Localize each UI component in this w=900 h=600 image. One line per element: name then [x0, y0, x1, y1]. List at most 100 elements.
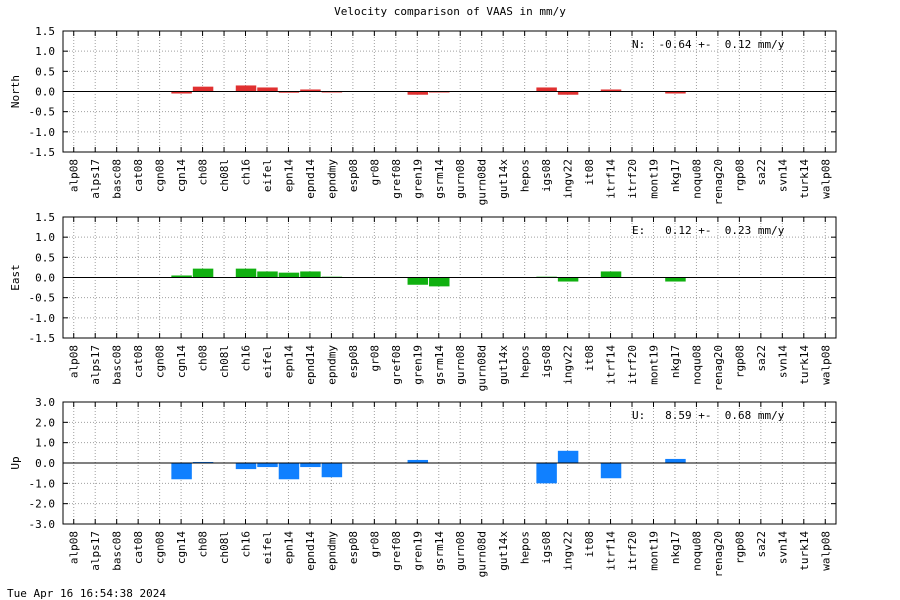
bar-ch08 [192, 268, 214, 278]
y-tick-label: 1.0 [35, 231, 55, 244]
bar-epn14 [278, 463, 300, 480]
x-tick-label: ch08 [197, 345, 210, 372]
x-tick-label: ch16 [240, 159, 253, 186]
x-tick-label: gurn08 [454, 345, 467, 385]
x-tick-label: ingv22 [562, 531, 575, 571]
bar-gren19 [407, 277, 429, 285]
x-tick-label: cgn08 [154, 159, 167, 192]
x-tick-label: gr08 [368, 531, 381, 558]
x-tick-label: itrf14 [605, 531, 618, 571]
x-tick-label: ch16 [240, 345, 253, 372]
bar-nkg17 [665, 458, 686, 463]
x-tick-label: eifel [261, 531, 274, 564]
x-tick-label: renag20 [712, 159, 725, 205]
x-tick-label: igs08 [540, 345, 553, 378]
x-tick-label: mont19 [647, 531, 660, 571]
x-tick-label: sa22 [755, 345, 768, 372]
bar-nkg17 [665, 91, 686, 94]
x-tick-label: gsrm14 [433, 159, 446, 199]
x-tick-label: rgp08 [733, 531, 746, 564]
y-tick-label: 0.5 [35, 65, 55, 78]
bar-eifel [257, 463, 278, 468]
x-tick-label: gurn08d [476, 531, 489, 577]
x-tick-label: gren19 [411, 531, 424, 571]
x-tick-label: walp08 [819, 159, 832, 199]
x-tick-label: gurn08d [476, 159, 489, 205]
x-tick-label: gren19 [411, 159, 424, 199]
x-tick-label: gurn08d [476, 345, 489, 391]
x-tick-label: epndmy [325, 531, 338, 571]
x-tick-label: esp08 [347, 531, 360, 564]
x-tick-label: gsrm14 [433, 345, 446, 385]
y-tick-label: 1.5 [35, 211, 55, 224]
x-tick-label: sa22 [755, 159, 768, 186]
bar-gsrm14 [429, 277, 450, 287]
x-tick-label: svn14 [776, 531, 789, 564]
y-tick-label: 2.0 [35, 416, 55, 429]
x-tick-label: esp08 [347, 159, 360, 192]
x-tick-label: nkg17 [669, 345, 682, 378]
x-tick-label: gurn08 [454, 159, 467, 199]
x-tick-label: hepos [519, 531, 532, 564]
x-tick-label: gsrm14 [433, 531, 446, 571]
x-tick-label: itrf14 [605, 159, 618, 199]
x-tick-label: cgn08 [154, 531, 167, 564]
x-tick-label: rgp08 [733, 345, 746, 378]
bar-nkg17 [665, 277, 686, 282]
x-tick-label: igs08 [540, 159, 553, 192]
bar-itrf14 [600, 463, 622, 479]
x-tick-label: mont19 [647, 345, 660, 385]
bar-ch08 [192, 86, 214, 92]
x-tick-label: eifel [261, 159, 274, 192]
bar-epnd14 [300, 89, 321, 92]
chart-panel-up: 3.0 2.0 1.0 0.0 -1.0 -2.0 -3.0 U: 8.59 +- 0.68 … [9, 396, 837, 577]
x-tick-label: it08 [583, 531, 596, 558]
bar-ch08 [192, 461, 214, 463]
x-tick-label: cat08 [132, 531, 145, 564]
stats-annotation: E: 0.12 +- 0.23 mm/y [632, 224, 785, 237]
x-tick-label: alps17 [89, 159, 102, 199]
x-tick-label: alp08 [68, 159, 81, 192]
x-tick-label: basc08 [111, 531, 124, 571]
x-tick-label: sa22 [755, 531, 768, 558]
bar-itrf14 [600, 89, 622, 92]
bar-ingv22 [557, 450, 579, 463]
x-tick-label: turk14 [798, 345, 811, 385]
y-tick-label: 3.0 [35, 396, 55, 409]
x-tick-label: basc08 [111, 345, 124, 385]
x-tick-label: itrf14 [605, 345, 618, 385]
x-tick-label: ch08l [218, 159, 231, 192]
x-tick-label: epn14 [282, 531, 295, 564]
bar-epnd14 [300, 271, 321, 278]
x-tick-label: epndmy [325, 159, 338, 199]
y-tick-label: 0.0 [35, 457, 55, 470]
bar-ch16 [235, 85, 257, 92]
x-tick-label: cat08 [132, 345, 145, 378]
footer-timestamp: Tue Apr 16 16:54:38 2024 [7, 587, 166, 600]
bar-gren19 [407, 459, 429, 463]
bar-eifel [257, 271, 278, 278]
bar-cgn14 [171, 275, 192, 278]
x-tick-label: gref08 [390, 159, 403, 199]
x-tick-label: esp08 [347, 345, 360, 378]
stats-annotation: U: 8.59 +- 0.68 mm/y [632, 409, 785, 422]
y-axis-label: East [9, 264, 22, 291]
x-tick-label: ch08l [218, 345, 231, 378]
y-tick-label: 1.5 [35, 25, 55, 38]
y-tick-label: 1.0 [35, 45, 55, 58]
x-tick-label: nkg17 [669, 531, 682, 564]
x-tick-label: epnd14 [304, 159, 317, 199]
x-tick-label: basc08 [111, 159, 124, 199]
bar-igs08 [536, 87, 557, 92]
x-tick-label: cgn14 [175, 345, 188, 378]
y-tick-label: -0.5 [29, 292, 56, 305]
x-tick-label: turk14 [798, 159, 811, 199]
bar-epn14 [278, 91, 300, 93]
y-tick-label: 0.5 [35, 251, 55, 264]
bar-epn14 [278, 272, 300, 278]
y-tick-label: 0.0 [35, 86, 55, 99]
x-tick-label: itrf20 [626, 159, 639, 199]
bar-ingv22 [557, 91, 579, 95]
x-tick-label: itrf20 [626, 531, 639, 571]
